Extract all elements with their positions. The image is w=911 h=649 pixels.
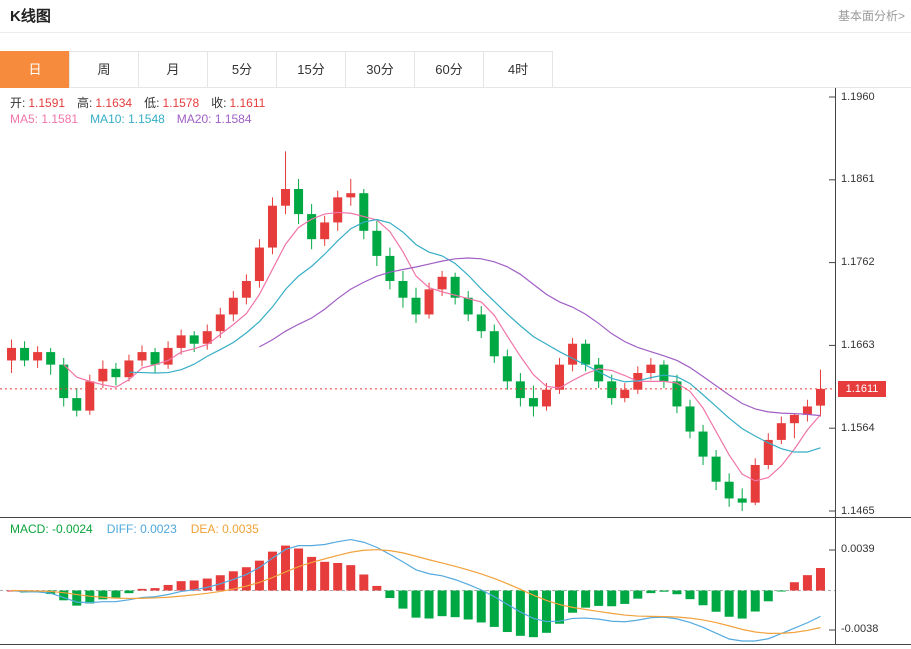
tab-周[interactable]: 周: [69, 51, 139, 88]
ma5-legend: MA5: 1.1581: [10, 112, 79, 126]
tab-日[interactable]: 日: [0, 51, 70, 88]
tab-4时[interactable]: 4时: [483, 51, 553, 88]
open-label: 开:: [10, 96, 26, 110]
header: K线图 基本面分析>: [0, 0, 911, 33]
price-axis-label: 1.1861: [841, 173, 875, 186]
macd-legend: MACD: -0.0024 DIFF: 0.0023 DEA: 0.0035: [10, 522, 273, 536]
tab-月[interactable]: 月: [138, 51, 208, 88]
high-label: 高:: [77, 96, 93, 110]
price-axis-label: 1.1762: [841, 256, 875, 269]
tab-15分[interactable]: 15分: [276, 51, 346, 88]
close-label: 收:: [211, 96, 227, 110]
open-value: 1.1591: [28, 96, 66, 110]
low-label: 低:: [144, 96, 160, 110]
period-tabs: 日周月 5分 15分 30分 60分 4时: [0, 51, 911, 88]
price-axis-label: 1.1663: [841, 338, 875, 351]
low-value: 1.1578: [162, 96, 200, 110]
macd-axis-label-top: 0.0039: [841, 543, 875, 555]
macd-value-legend: MACD: -0.0024: [10, 522, 93, 536]
macd-chart[interactable]: [0, 517, 911, 644]
price-axis-label: 1.1564: [841, 421, 875, 434]
high-value: 1.1634: [95, 96, 133, 110]
ma20-legend: MA20: 1.1584: [176, 112, 252, 126]
chart-bottom-border: [0, 644, 911, 645]
price-axis-label: 1.1960: [841, 90, 875, 103]
diff-value-legend: DIFF: 0.0023: [106, 522, 177, 536]
candlestick-chart[interactable]: [0, 88, 911, 517]
price-axis-line: [835, 88, 836, 644]
ma10-legend: MA10: 1.1548: [90, 112, 165, 126]
panel-separator: [0, 517, 911, 518]
page-title: K线图: [10, 8, 51, 25]
ma-legend: MA5: 1.1581 MA10: 1.1548 MA20: 1.1584: [10, 112, 264, 126]
fundamental-analysis-link[interactable]: 基本面分析>: [837, 9, 905, 23]
tab-30分[interactable]: 30分: [345, 51, 415, 88]
macd-axis-label-bottom: -0.0038: [841, 623, 879, 635]
ohlc-legend: 开: 1.1591 高: 1.1634 低: 1.1578 收: 1.1611: [10, 94, 277, 111]
tab-60分[interactable]: 60分: [414, 51, 484, 88]
tab-5分[interactable]: 5分: [207, 51, 277, 88]
close-value: 1.1611: [229, 96, 266, 110]
price-axis-label: 1.1465: [841, 504, 875, 517]
current-price-tag: 1.1611: [838, 380, 886, 397]
dea-value-legend: DEA: 0.0035: [190, 522, 259, 536]
